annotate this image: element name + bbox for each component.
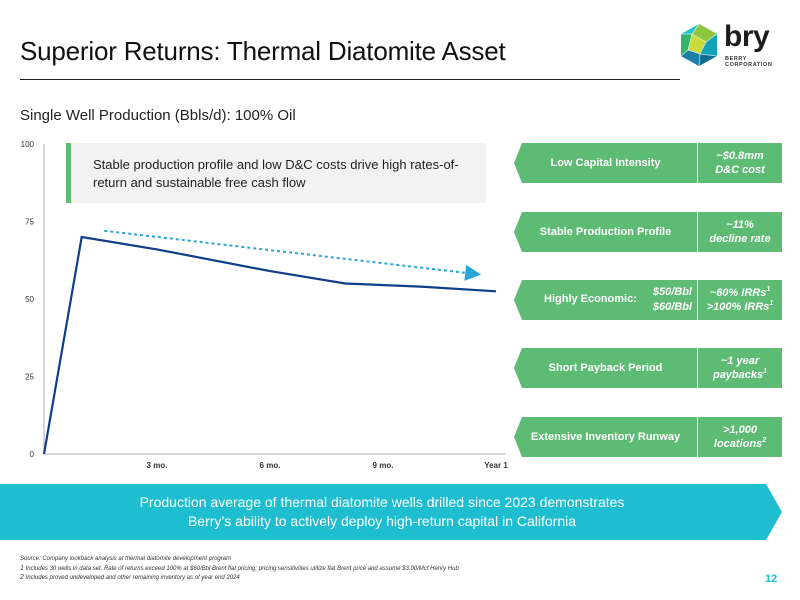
price-sensitivities: $50/Bbl $60/Bbl xyxy=(648,285,692,315)
logo-subtext: BERRY CORPORATION xyxy=(725,56,772,68)
metric-row-payback: Short Payback Period ~1 year paybacks1 xyxy=(514,348,782,388)
metric-value-line2: >100% IRRs1 xyxy=(706,300,774,313)
footnote-source: Source: Company lookback analysis at the… xyxy=(20,556,232,562)
metric-value-line2: paybacks1 xyxy=(712,368,768,381)
production-series-line xyxy=(42,235,497,455)
x-tick-label: Year 1 xyxy=(484,461,508,470)
footnotes: Source: Company lookback analysis at the… xyxy=(20,555,459,584)
metric-value-line1: ~11% xyxy=(726,219,754,231)
x-tick-label: 3 mo. xyxy=(147,461,168,470)
callout-box: Stable production profile and low D&C co… xyxy=(66,143,486,203)
metric-label-box: Extensive Inventory Runway xyxy=(514,417,697,457)
title-divider xyxy=(20,79,680,80)
metric-label-box: Short Payback Period xyxy=(514,348,697,388)
y-tick-label: 50 xyxy=(25,295,34,304)
berry-logo: bry BERRY CORPORATION xyxy=(678,20,788,70)
metric-value-box: ~$0.8mm D&C cost xyxy=(698,143,782,183)
slide-title: Superior Returns: Thermal Diatomite Asse… xyxy=(20,36,506,66)
metric-row-capital: Low Capital Intensity ~$0.8mm D&C cost xyxy=(514,143,782,183)
y-tick-label: 100 xyxy=(21,140,35,149)
metric-label-box: Stable Production Profile xyxy=(514,212,697,252)
chart-subtitle: Single Well Production (Bbls/d): 100% Oi… xyxy=(20,107,296,124)
footnote-1: 1 Includes 30 wells in data set. Rate of… xyxy=(20,564,459,572)
footnote-2: 2 Includes proved undeveloped and other … xyxy=(20,574,240,581)
banner-line1: Production average of thermal diatomite … xyxy=(139,494,625,510)
x-tick-label: 6 mo. xyxy=(260,461,281,470)
metric-label: Extensive Inventory Runway xyxy=(530,431,681,443)
metric-label: Short Payback Period xyxy=(548,362,663,374)
metric-value-box: ~11% decline rate xyxy=(698,212,782,252)
metric-value-box: ~1 year paybacks1 xyxy=(698,348,782,388)
metric-label: Low Capital Intensity xyxy=(550,157,661,169)
metric-label: Stable Production Profile xyxy=(539,226,672,238)
logo-subtext-line1: BERRY xyxy=(725,56,748,62)
page-number: 12 xyxy=(765,573,778,585)
metric-row-inventory: Extensive Inventory Runway >1,000 locati… xyxy=(514,417,782,457)
geodesic-polyhedron-icon xyxy=(680,23,718,67)
y-tick-label: 25 xyxy=(25,373,34,382)
production-line-chart: 0 25 50 75 100 3 mo. 6 mo. 9 mo. Year 1 xyxy=(21,140,509,470)
y-tick-label: 75 xyxy=(25,218,34,227)
metric-value-line1: ~60% IRRs1 xyxy=(709,286,771,299)
logo-wordmark: bry xyxy=(724,20,770,53)
y-tick-label: 0 xyxy=(30,450,35,459)
metric-value-line2: decline rate xyxy=(709,233,771,245)
metric-value-line2: locations2 xyxy=(713,437,767,450)
price-50: $50/Bbl xyxy=(652,286,692,298)
metric-row-economic: Highly Economic: $50/Bbl $60/Bbl ~60% IR… xyxy=(514,280,782,320)
metric-value-line1: ~$0.8mm xyxy=(716,150,764,162)
logo-subtext-line2: CORPORATION xyxy=(725,62,773,68)
x-tick-label: 9 mo. xyxy=(373,461,394,470)
callout-text: Stable production profile and low D&C co… xyxy=(93,157,459,190)
price-60: $60/Bbl xyxy=(652,301,692,313)
metric-label: Highly Economic: xyxy=(544,293,637,305)
metric-row-production: Stable Production Profile ~11% decline r… xyxy=(514,212,782,252)
metric-value-line1: ~1 year xyxy=(720,355,760,367)
metric-value-box: >1,000 locations2 xyxy=(698,417,782,457)
metric-label-box: Highly Economic: $50/Bbl $60/Bbl xyxy=(514,280,697,320)
metric-label-box: Low Capital Intensity xyxy=(514,143,697,183)
metric-value-box: ~60% IRRs1 >100% IRRs1 xyxy=(698,280,782,320)
summary-banner: Production average of thermal diatomite … xyxy=(0,484,782,540)
decline-trend-arrow xyxy=(104,229,482,281)
banner-line2: Berry’s ability to actively deploy high-… xyxy=(187,513,577,529)
metric-value-line2: D&C cost xyxy=(715,164,765,176)
metric-value-line1: >1,000 xyxy=(723,424,757,436)
